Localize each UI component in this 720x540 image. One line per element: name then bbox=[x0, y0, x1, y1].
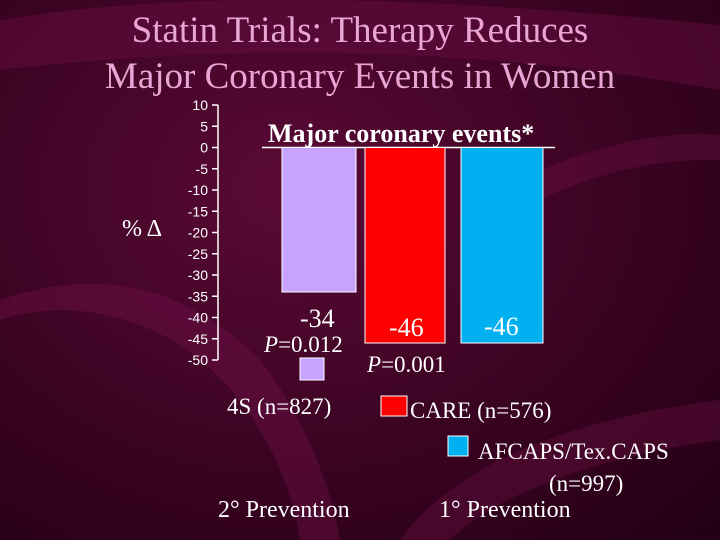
y-tick-label: -35 bbox=[188, 288, 208, 304]
bar-care bbox=[364, 147, 446, 344]
y-axis: 10 5 0 -5 -10 -15 -20 -25 -30 -35 -40 -45 -50 bbox=[188, 97, 219, 368]
y-tick-label: -25 bbox=[188, 246, 208, 262]
y-tick-label: 5 bbox=[200, 118, 208, 134]
y-tick-label: 10 bbox=[192, 97, 208, 113]
legend-swatch-4s bbox=[299, 357, 325, 381]
y-tick-label: -30 bbox=[188, 267, 208, 283]
y-tick-label: -10 bbox=[188, 182, 208, 198]
y-tick-label: -15 bbox=[188, 203, 208, 219]
bar-afcaps bbox=[460, 147, 544, 344]
y-tick-label: -45 bbox=[188, 331, 208, 347]
y-axis-label: % Δ bbox=[122, 216, 162, 242]
bar-value-label-care: -46 bbox=[389, 313, 424, 342]
legend-label-afcaps-line2: (n=997) bbox=[549, 471, 623, 496]
title-line-2: Major Coronary Events in Women bbox=[104, 56, 616, 97]
chart-subtitle: Major coronary events* bbox=[268, 119, 534, 148]
p-value-4s-prefix: P bbox=[263, 332, 278, 357]
p-value-4s: P=0.012 bbox=[263, 332, 343, 357]
title-line-1: Statin Trials: Therapy Reduces bbox=[131, 10, 589, 51]
y-tick-label: -40 bbox=[188, 310, 208, 326]
bars bbox=[281, 147, 544, 344]
p-value-4s-text: =0.012 bbox=[278, 332, 343, 357]
legend-label-afcaps-line1: AFCAPS/Tex.CAPS bbox=[478, 439, 669, 464]
bar-4s bbox=[281, 147, 357, 293]
y-tick-label: -50 bbox=[188, 352, 208, 368]
group-label-secondary-prevention: 2° Prevention bbox=[218, 497, 350, 523]
slide-title: Statin Trials: Therapy Reduces Major Cor… bbox=[0, 8, 720, 100]
legend-swatch-afcaps bbox=[447, 435, 469, 457]
y-tick-label: 0 bbox=[200, 140, 208, 156]
bar-value-label-4s: -34 bbox=[300, 304, 335, 333]
group-label-primary-prevention: 1° Prevention bbox=[439, 497, 571, 523]
bar-value-label-afcaps: -46 bbox=[484, 312, 519, 341]
p-value-care: P=0.001 bbox=[366, 352, 446, 377]
legend-label-care: CARE (n=576) bbox=[410, 398, 551, 423]
p-value-care-text: =0.001 bbox=[381, 352, 446, 377]
y-tick-label: -5 bbox=[196, 161, 209, 177]
y-tick-label: -20 bbox=[188, 225, 208, 241]
legend-label-4s: 4S (n=827) bbox=[227, 394, 331, 419]
p-value-care-prefix: P bbox=[366, 352, 381, 377]
legend-swatch-care bbox=[380, 395, 408, 417]
